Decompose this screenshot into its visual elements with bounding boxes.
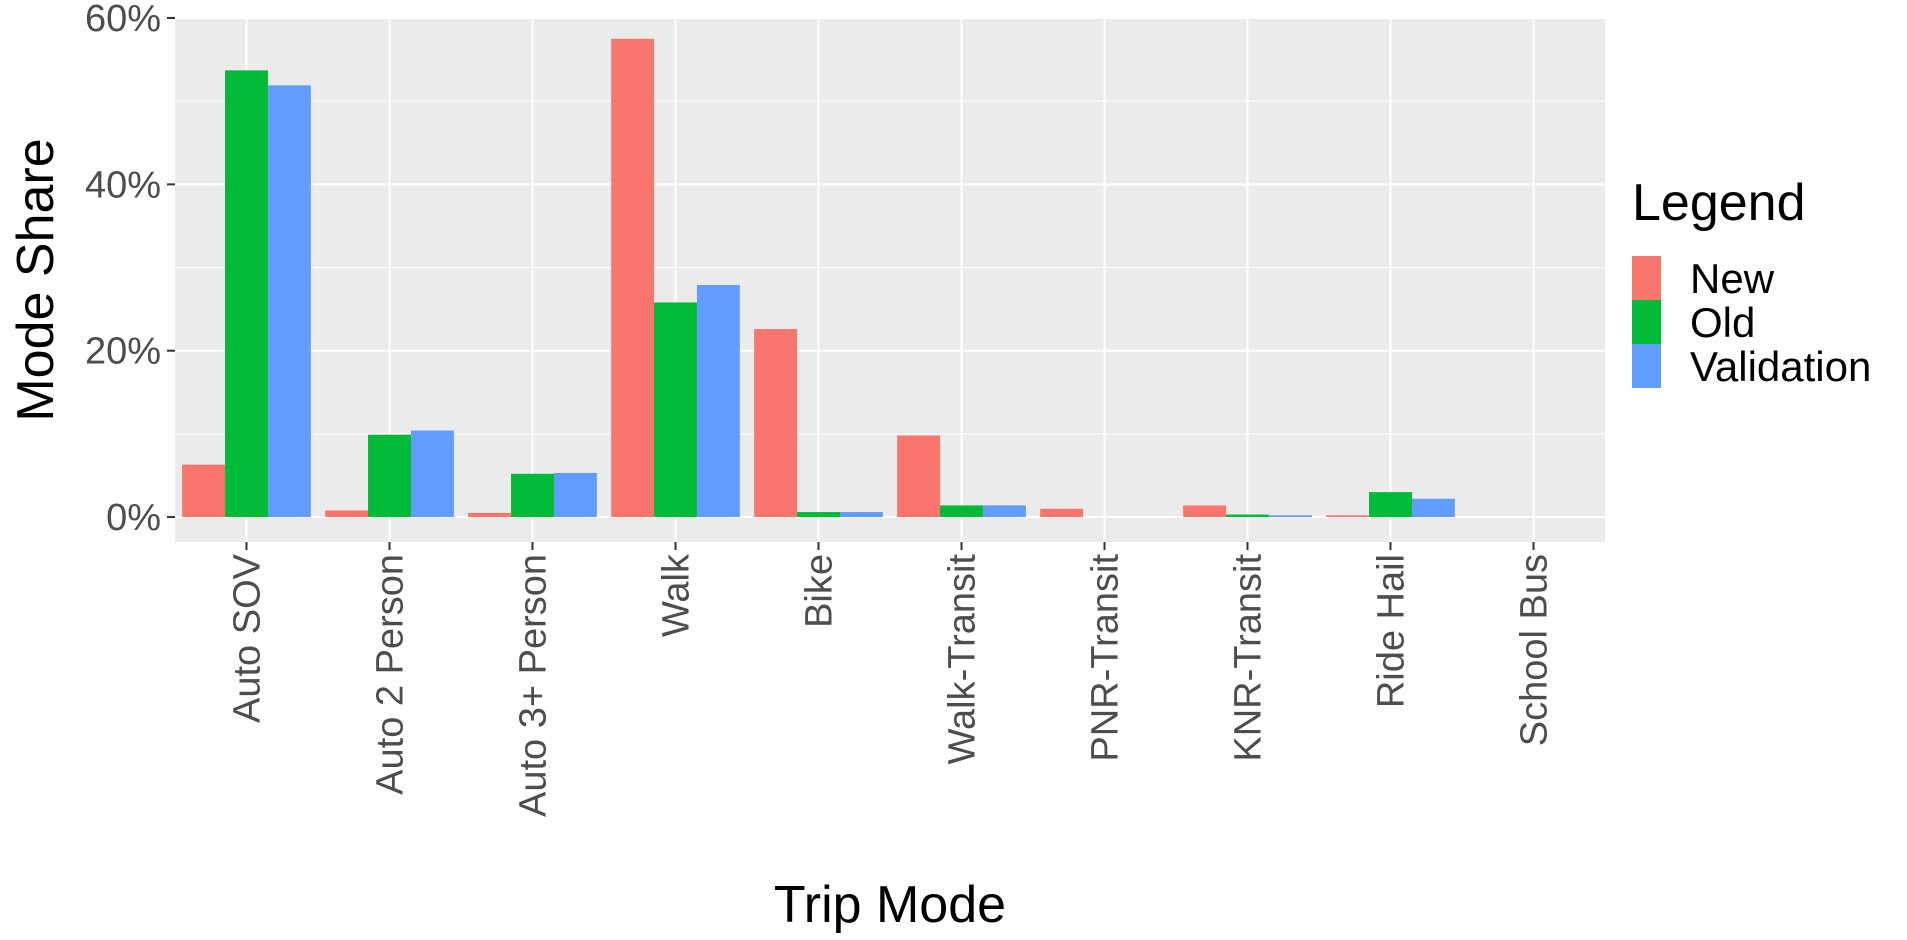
- x-axis-ticks: Auto SOV Auto 2 Person Auto 3+ Person Walk B…: [227, 542, 1556, 817]
- bar-validation-9: [1411, 498, 1455, 518]
- bar-new-8: [1183, 505, 1227, 518]
- bar-old-6: [940, 505, 983, 518]
- bar-validation-1: [267, 85, 311, 518]
- bar-old-2: [368, 434, 411, 518]
- x-tick-label: Auto 2 Person: [370, 554, 412, 795]
- x-tick-label: Auto SOV: [227, 553, 269, 723]
- y-tick-label: 0%: [106, 497, 161, 539]
- legend-key-old: [1632, 300, 1661, 344]
- bar-validation-3: [553, 472, 597, 518]
- bar-old-5: [797, 512, 840, 518]
- bar-validation-8: [1268, 515, 1312, 518]
- y-tick-label: 60%: [85, 0, 161, 40]
- bar-new-3: [468, 512, 512, 518]
- x-tick-label: PNR-Transit: [1085, 554, 1127, 762]
- bar-new-1: [182, 464, 226, 518]
- x-axis-title: Trip Mode: [774, 876, 1006, 934]
- bar-old-8: [1226, 514, 1269, 518]
- y-axis-title: Mode Share: [7, 138, 65, 421]
- bar-new-6: [897, 435, 941, 518]
- bar-new-7: [1040, 508, 1084, 518]
- legend-label-old: Old: [1690, 299, 1755, 346]
- x-tick-label: Walk: [656, 553, 698, 637]
- bar-new-5: [754, 329, 798, 518]
- bar-validation-4: [696, 284, 740, 518]
- legend-key-new: [1632, 256, 1661, 300]
- y-axis-ticks: 0% 20% 40% 60%: [85, 0, 175, 539]
- bar-new-2: [325, 510, 369, 518]
- legend-label-new: New: [1690, 255, 1775, 302]
- bar-validation-6: [982, 505, 1026, 518]
- bar-validation-5: [839, 512, 883, 518]
- bar-old-1: [225, 70, 268, 518]
- y-tick-label: 20%: [85, 331, 161, 373]
- legend-key-validation: [1632, 344, 1661, 388]
- x-tick-label: Ride Hail: [1371, 554, 1413, 708]
- bar-new-9: [1326, 515, 1370, 518]
- x-tick-label: Auto 3+ Person: [513, 554, 555, 817]
- legend-label-validation: Validation: [1690, 343, 1871, 390]
- y-tick-label: 40%: [85, 164, 161, 206]
- x-tick-label: School Bus: [1514, 554, 1556, 746]
- x-tick-label: Walk-Transit: [942, 554, 984, 765]
- bar-old-4: [654, 302, 697, 518]
- bar-new-4: [611, 38, 655, 518]
- bar-validation-2: [410, 430, 454, 518]
- x-tick-label: KNR-Transit: [1228, 554, 1270, 762]
- x-tick-label: Bike: [799, 554, 841, 628]
- bars: [182, 38, 1455, 518]
- bar-old-9: [1369, 492, 1412, 518]
- bar-old-3: [511, 473, 554, 518]
- legend-title: Legend: [1632, 174, 1806, 232]
